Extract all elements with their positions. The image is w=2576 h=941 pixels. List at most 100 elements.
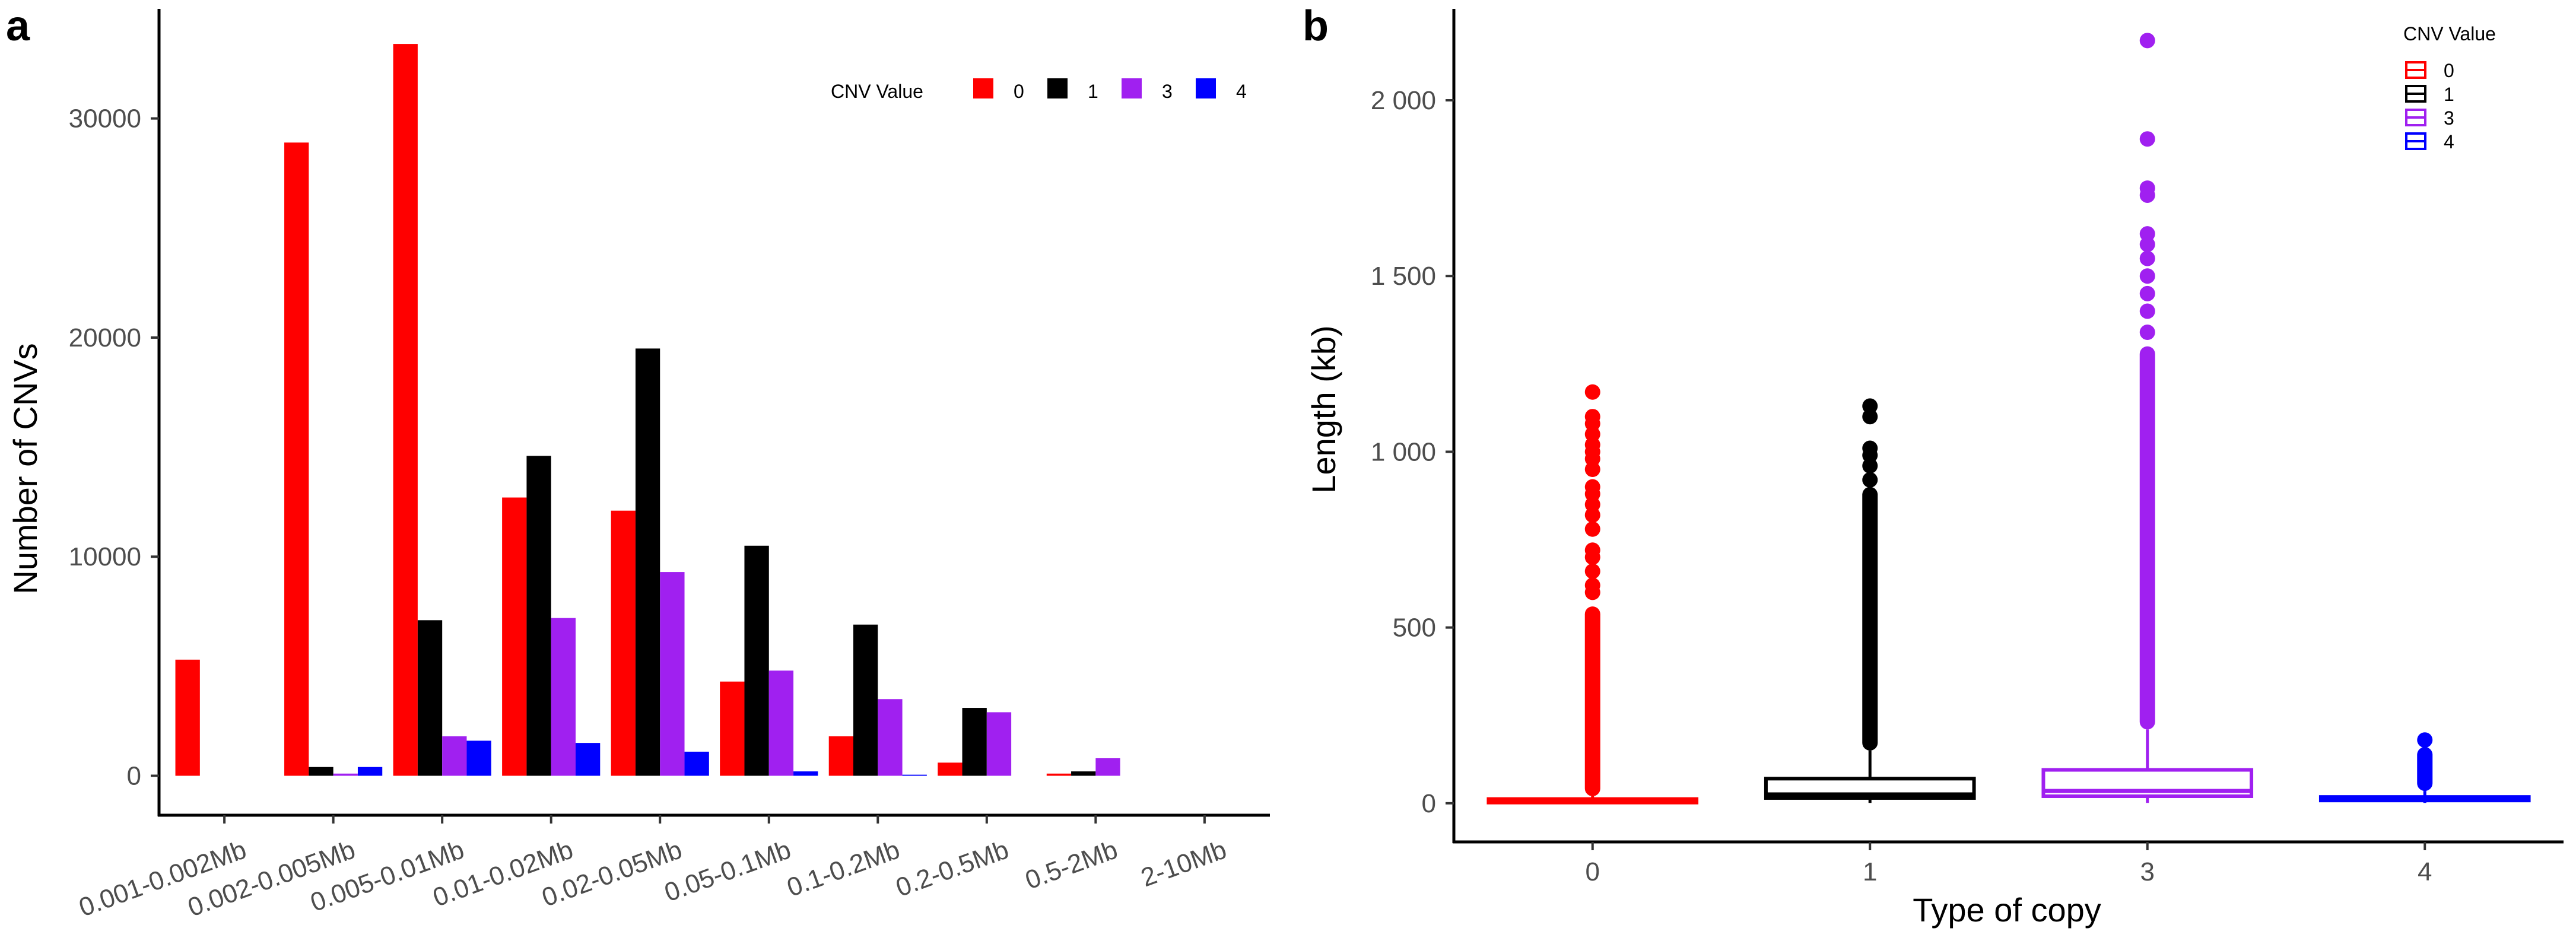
- panel-a-letter: a: [6, 2, 30, 50]
- panel-a-bar: [744, 545, 769, 776]
- panel-a-bar: [417, 620, 443, 776]
- panel-b-box-group: [2041, 33, 2254, 803]
- panel-a-bar: [551, 618, 576, 776]
- panel-b-letter: b: [1303, 2, 1329, 50]
- panel-a-y-axis-title: Number of CNVs: [7, 343, 44, 594]
- panel-a-legend-key: [1047, 78, 1068, 98]
- panel-a-bar: [635, 348, 660, 776]
- panel-a-y-tick-label: 0: [127, 762, 141, 791]
- panel-a-y-ticks: 0 10000 20000 30000: [69, 104, 159, 791]
- panel-b-y-tick-label: 0: [1422, 789, 1436, 818]
- panel-b-box-group: [2318, 732, 2531, 803]
- panel-b-outlier-point: [2139, 226, 2155, 242]
- panel-a-x-tick-label: 2-10Mb: [1137, 835, 1230, 892]
- panel-b-outlier-point: [1584, 563, 1600, 579]
- panel-a-bar: [828, 736, 853, 776]
- panel-a-legend: CNV Value 0 1 3 4: [831, 78, 1247, 102]
- panel-b-outlier-point: [1584, 462, 1600, 478]
- panel-b-outlier-point: [2139, 325, 2155, 341]
- panel-b-y-tick-label: 1 000: [1371, 437, 1436, 466]
- panel-b-legend-label: 3: [2444, 107, 2454, 129]
- panel-a-bar: [357, 767, 383, 776]
- panel-a-bar: [393, 44, 418, 776]
- panel-a-bar: [284, 142, 309, 776]
- panel-b-outlier-point: [2139, 268, 2155, 284]
- panel-b-legend-label: 1: [2444, 84, 2454, 105]
- panel-b-boxes: [1486, 33, 2531, 805]
- panel-b-outlier-point: [1862, 458, 1878, 474]
- panel-a-bar: [962, 708, 987, 776]
- panel-a-bar: [576, 743, 601, 776]
- panel-b-outlier-point: [2139, 285, 2155, 301]
- panel-b-outlier-point: [2417, 732, 2433, 748]
- panel-b-box-group: [1764, 398, 1976, 803]
- panel-a-bar: [466, 740, 491, 776]
- panel-b-outlier-point: [2139, 131, 2155, 147]
- panel-b-outlier-band: [2139, 346, 2155, 730]
- panel-b-outlier-point: [1584, 384, 1600, 400]
- panel-a-bar: [442, 736, 467, 776]
- panel-b-x-tick-label: 1: [1863, 857, 1877, 886]
- panel-a-bar: [333, 773, 358, 776]
- panel-a-bar: [853, 624, 878, 776]
- panel-b-y-tick-label: 500: [1393, 613, 1436, 643]
- panel-a-y-tick-label: 30000: [69, 104, 141, 133]
- panel-a-bar: [793, 771, 818, 776]
- panel-b-outlier-point: [1862, 398, 1878, 414]
- panel-a-bar: [684, 751, 709, 776]
- panel-a-bar: [768, 670, 794, 776]
- panel-b-outlier-point: [1584, 507, 1600, 523]
- panel-b-outlier-band: [2417, 747, 2433, 791]
- panel-a-legend-key: [973, 78, 993, 98]
- panel-b-outlier-point: [1584, 409, 1600, 425]
- panel-b-outlier-point: [2139, 303, 2155, 319]
- panel-a-x-tick-label: 0.5-2Mb: [1021, 835, 1121, 895]
- panel-b-outlier-point: [1862, 472, 1878, 488]
- panel-b-legend-label: 4: [2444, 131, 2454, 152]
- panel-b-outlier-point: [2139, 33, 2155, 49]
- panel-b-x-tick-label: 4: [2418, 857, 2432, 886]
- panel-a-x-tick-label: 0.1-0.2Mb: [783, 835, 904, 902]
- panel-a: a Number of CNVs 0 10000 20000 30000 0.001-…: [6, 2, 1270, 923]
- panel-b-outlier-point: [1584, 542, 1600, 558]
- panel-a-bar: [938, 762, 963, 776]
- panel-b-legend-title: CNV Value: [2403, 23, 2496, 44]
- panel-a-bars: [175, 44, 1120, 776]
- panel-a-bar: [1071, 771, 1096, 776]
- panel-a-x-tick-label: 0.05-0.1Mb: [660, 835, 795, 907]
- panel-b-outlier-point: [2139, 236, 2155, 252]
- panel-a-bar: [611, 510, 636, 776]
- panel-b-outlier-band: [1862, 487, 1878, 751]
- panel-a-bar: [309, 767, 333, 776]
- panel-a-legend-label: 1: [1088, 81, 1098, 102]
- panel-b-outlier-point: [2139, 180, 2155, 196]
- panel-b-outlier-point: [1862, 440, 1878, 456]
- panel-b-legend-label: 0: [2444, 60, 2454, 81]
- panel-b-y-axis-title: Length (kb): [1305, 325, 1342, 493]
- panel-b-y-tick-label: 2 000: [1371, 86, 1436, 115]
- panel-b-outlier-point: [1862, 409, 1878, 425]
- panel-b-outlier-point: [1584, 577, 1600, 593]
- panel-b-x-ticks: 0 1 3 4: [1586, 842, 2432, 886]
- panel-a-legend-title: CNV Value: [831, 81, 923, 102]
- panel-a-legend-label: 3: [1162, 81, 1173, 102]
- panel-b-outlier-point: [1584, 479, 1600, 495]
- panel-b-x-axis-title: Type of copy: [1913, 891, 2101, 929]
- panel-a-legend-label: 4: [1236, 81, 1247, 102]
- panel-b-legend: CNV Value 0 134: [2403, 23, 2496, 152]
- panel-b-y-tick-label: 1 500: [1371, 262, 1436, 291]
- panel-b-outlier-band: [1584, 606, 1600, 796]
- panel-b-y-ticks: 0 500 1 000 1 500 2 000: [1371, 86, 1454, 818]
- panel-a-y-tick-label: 20000: [69, 323, 141, 352]
- panel-b: b Length (kb) Type of copy 0 500 1 000 1 50…: [1303, 2, 2564, 929]
- panel-a-legend-key: [1122, 78, 1142, 98]
- panel-a-x-tick-label: 0.2-0.5Mb: [892, 835, 1012, 902]
- panel-b-outlier-point: [2139, 250, 2155, 266]
- panel-a-legend-label: 0: [1014, 81, 1024, 102]
- panel-a-bar: [986, 712, 1012, 776]
- panel-b-box-group: [1486, 384, 1699, 805]
- panel-a-bar: [878, 699, 903, 776]
- panel-b-outlier-point: [1584, 521, 1600, 537]
- panel-b-outlier-point: [1584, 437, 1600, 453]
